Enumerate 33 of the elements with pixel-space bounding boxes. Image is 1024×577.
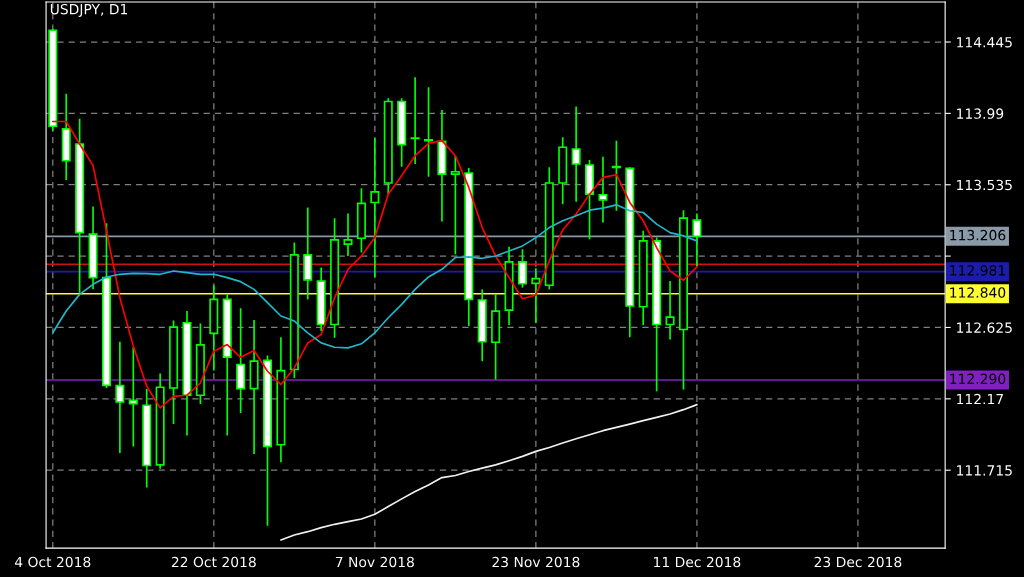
- candlestick: [517, 248, 527, 289]
- candlestick: [128, 346, 138, 448]
- line-series: [280, 403, 698, 541]
- candlestick: [343, 212, 353, 257]
- candlestick: [115, 340, 125, 454]
- candlestick: [692, 212, 702, 267]
- ref-line-label: 112.290: [950, 373, 1006, 385]
- y-tick-label: 111.715: [957, 465, 1012, 476]
- y-tick-label: 113.99: [957, 108, 1004, 119]
- x-tick-label: 11 Dec 2018: [654, 556, 741, 568]
- candlestick: [410, 76, 420, 165]
- ref-line-label: 112.840: [950, 287, 1006, 298]
- candlestick: [611, 139, 621, 212]
- x-tick-label: 4 Oct 2018: [14, 556, 91, 568]
- x-tick-label: 7 Nov 2018: [335, 556, 414, 568]
- candlestick: [531, 267, 541, 324]
- ref-line-label: 113.206: [950, 229, 1006, 241]
- chart-title: USDJPY, D1: [50, 3, 128, 17]
- y-tick-label: 112.17: [957, 393, 1003, 405]
- line-series: [51, 203, 698, 349]
- candlestick: [571, 105, 581, 203]
- line-series: [51, 120, 698, 409]
- x-tick-label: 22 Oct 2018: [171, 556, 256, 568]
- ref-line-label: 112.981: [950, 265, 1005, 276]
- y-tick-label: 114.445: [957, 37, 1012, 48]
- x-tick-label: 23 Nov 2018: [492, 556, 580, 568]
- candlestick: [423, 86, 434, 178]
- y-tick-label: 112.625: [957, 322, 1012, 333]
- candlestick: [665, 280, 675, 341]
- candlestick: [598, 155, 608, 224]
- x-tick-label: 23 Dec 2018: [814, 556, 902, 568]
- y-tick-label: 113.535: [957, 179, 1012, 191]
- candlestick: [370, 137, 380, 278]
